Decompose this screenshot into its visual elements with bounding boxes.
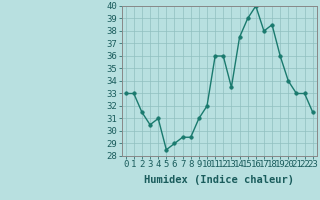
X-axis label: Humidex (Indice chaleur): Humidex (Indice chaleur): [144, 175, 294, 185]
